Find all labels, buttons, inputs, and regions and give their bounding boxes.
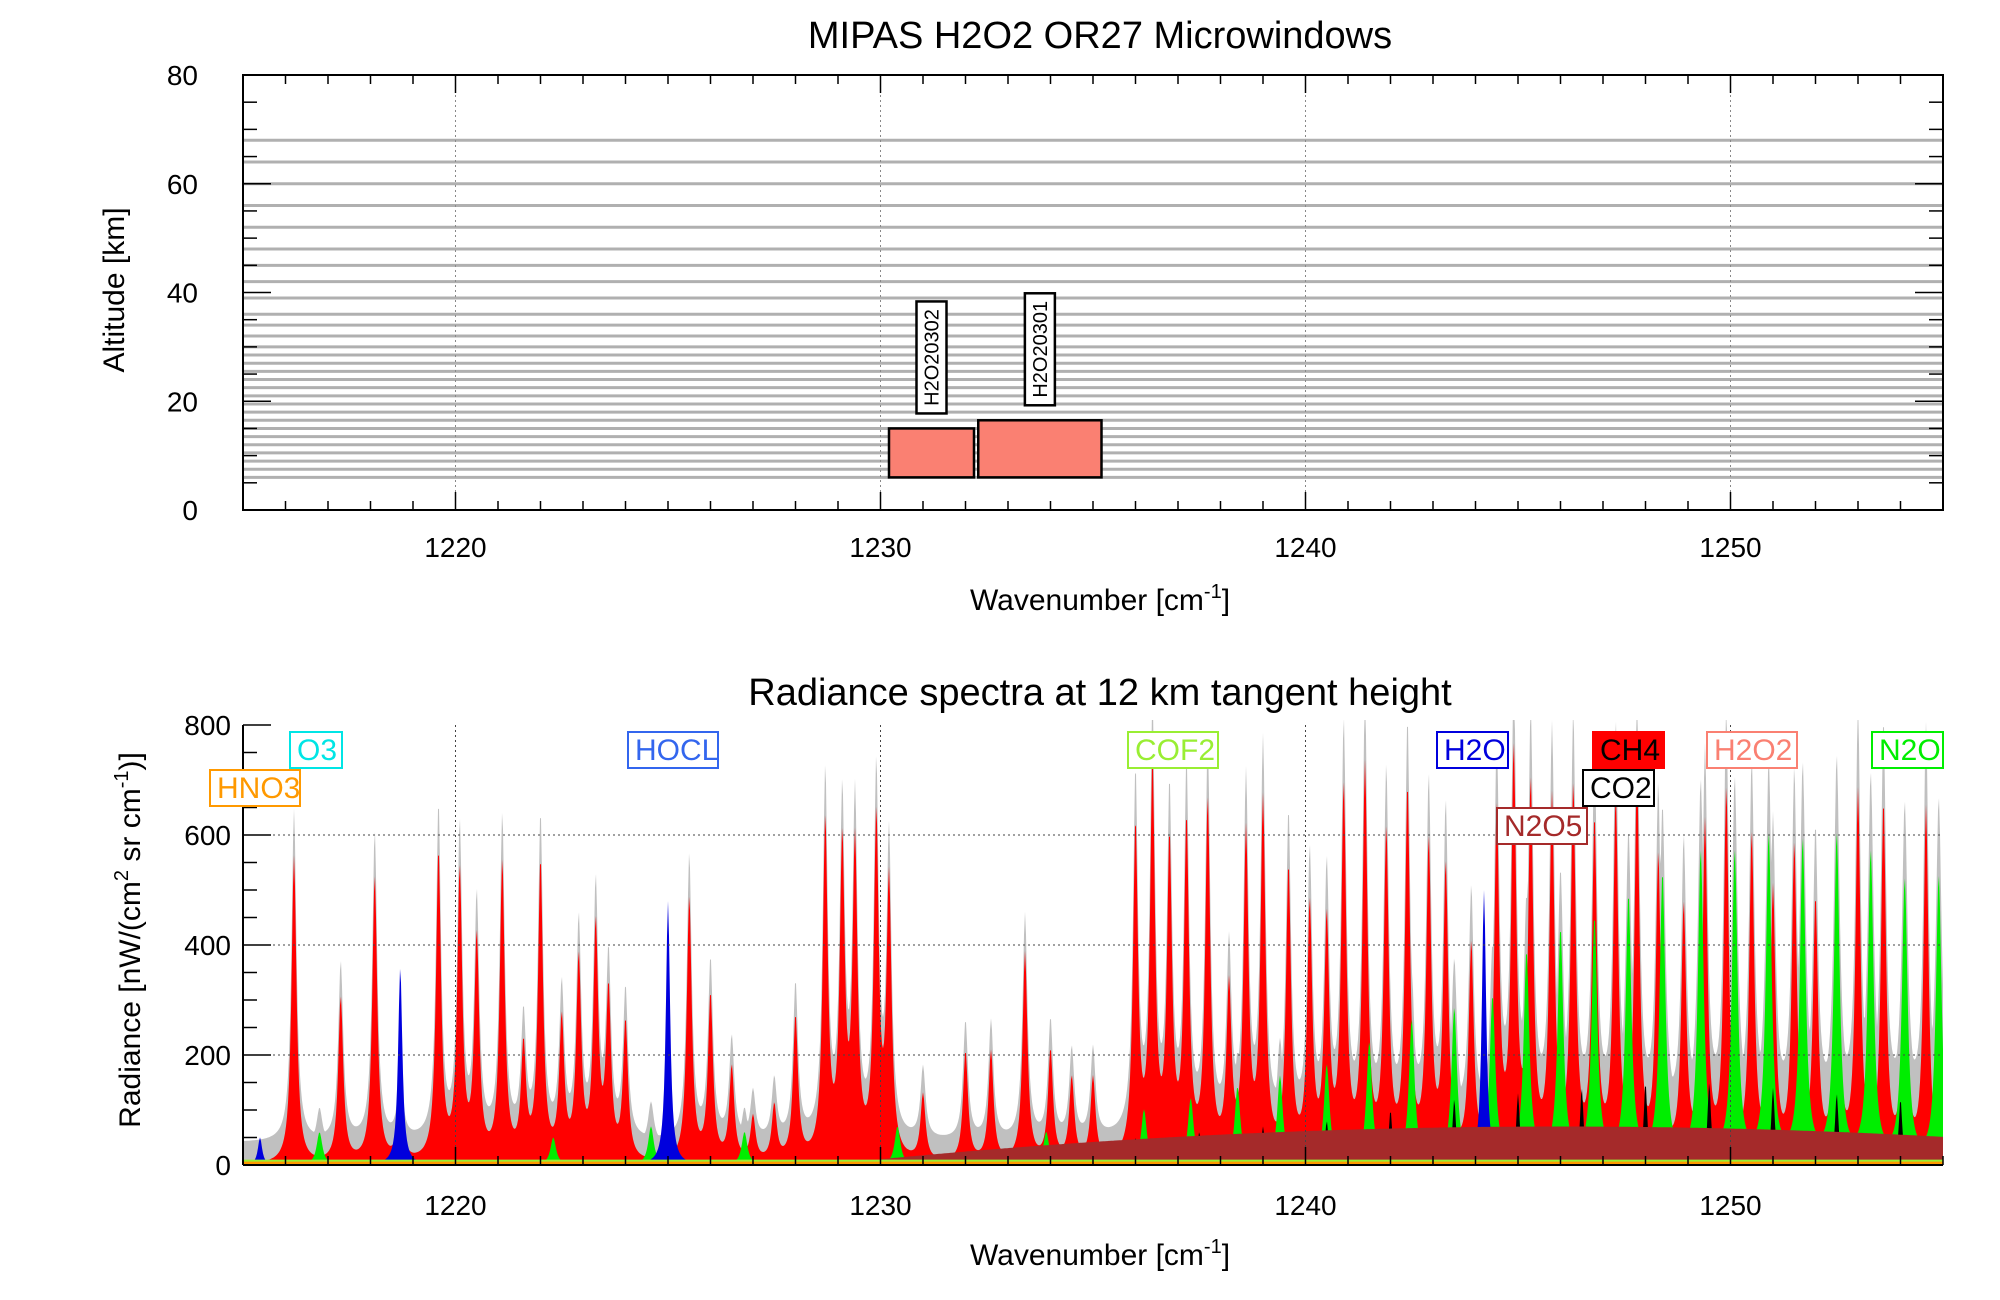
y-tick-labels: 0 200 400 600 800	[184, 710, 231, 1181]
x-axis-label: Wavenumber [cm-1]	[970, 581, 1230, 617]
y-tick-label: 200	[184, 1040, 231, 1071]
legend-box	[1127, 731, 1219, 769]
legend-label: HOCL	[635, 734, 718, 767]
x-tick-label: 1250	[1699, 1190, 1761, 1221]
y-tick-label: 60	[167, 169, 198, 200]
legend-box	[1582, 769, 1655, 807]
n2o5-area	[243, 1126, 1943, 1165]
microwindow-bar	[977, 419, 1103, 479]
x-tick-label: 1240	[1274, 532, 1336, 563]
legend-label: HNO3	[217, 772, 300, 805]
y-axis-label: Altitude [km]	[98, 207, 131, 372]
ch4-area	[243, 743, 1943, 1165]
chart-title: Radiance spectra at 12 km tangent height	[748, 672, 1452, 714]
h2o-area	[243, 890, 1943, 1165]
y-tick-label: 40	[167, 278, 198, 309]
y-tick-label: 800	[184, 710, 231, 741]
x-tick-labels: 1220 1230 1240 1250	[424, 532, 1761, 563]
legend-box	[1592, 731, 1665, 769]
spectra-areas	[243, 720, 1943, 1165]
x-tick-label: 1230	[849, 532, 911, 563]
axes-frame	[242, 74, 1944, 511]
x-tick-label: 1220	[424, 1190, 486, 1221]
legend-label: COF2	[1135, 734, 1215, 767]
radiance-chart: Radiance spectra at 12 km tangent height…	[111, 672, 1944, 1272]
x-tick-label: 1220	[424, 532, 486, 563]
legend-box	[1496, 807, 1588, 845]
y-tick-label: 600	[184, 820, 231, 851]
x-tick-labels: 1220 1230 1240 1250	[424, 1190, 1761, 1221]
microwindow-bar	[887, 427, 976, 479]
microwindow-bars: H2O20302 H2O20301	[887, 292, 1103, 479]
legend-label: O3	[297, 734, 337, 767]
legend-box	[289, 731, 343, 769]
x-tick-label: 1250	[1699, 532, 1761, 563]
legend-label: H2O	[1444, 734, 1506, 767]
legend-label: N2O	[1879, 734, 1941, 767]
legend-box	[1436, 731, 1509, 769]
y-tick-label: 20	[167, 386, 198, 417]
legend-box	[627, 731, 719, 769]
axes-frame	[242, 724, 1944, 1166]
legend-label: CO2	[1590, 772, 1652, 805]
y-axis-label: Radiance [nW/(cm2 sr cm-1)]	[111, 752, 147, 1128]
x-axis-label: Wavenumber [cm-1]	[970, 1236, 1230, 1272]
legend-label: CH4	[1600, 734, 1660, 767]
legend-box	[209, 769, 301, 807]
microwindow-label-box	[915, 300, 948, 415]
dotted-grid	[243, 725, 1943, 1165]
y-tick-labels: 0 20 40 60 80	[167, 60, 198, 526]
microwindow-label: H2O20301	[1030, 301, 1052, 398]
legend-box	[1871, 731, 1944, 769]
legend-label: H2O2	[1714, 734, 1792, 767]
y-tick-label: 80	[167, 60, 198, 91]
microwindow-label: H2O20302	[922, 309, 944, 406]
y-tick-label: 400	[184, 930, 231, 961]
microwindow-label-box	[1023, 292, 1057, 407]
y-tick-label: 0	[215, 1150, 231, 1181]
x-tick-label: 1240	[1274, 1190, 1336, 1221]
legend-box	[1706, 731, 1798, 769]
legend-label: N2O5	[1504, 810, 1582, 843]
microwindow-chart: MIPAS H2O2 OR27 Microwindows H2O20302 H2O…	[98, 15, 1944, 617]
tangent-height-lines	[243, 138, 1943, 479]
y-tick-label: 0	[182, 495, 198, 526]
x-tick-label: 1230	[849, 1190, 911, 1221]
chart-title: MIPAS H2O2 OR27 Microwindows	[808, 15, 1392, 57]
